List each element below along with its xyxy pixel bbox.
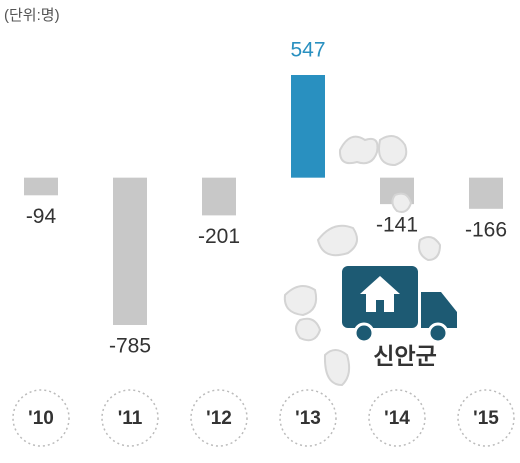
category-circle [368, 389, 426, 447]
x-tick-label: '14 [384, 408, 410, 429]
category-circle [12, 389, 70, 447]
islands [283, 135, 442, 387]
bar [113, 177, 147, 325]
category-circle [457, 389, 515, 447]
annotation: 신안군 [373, 343, 436, 369]
value-label: -785 [109, 335, 151, 358]
bar [291, 75, 325, 178]
value-label: 547 [290, 39, 325, 62]
value-label: -94 [26, 205, 57, 228]
bar [202, 177, 236, 216]
x-tick-label: '11 [118, 408, 143, 429]
value-label: -141 [376, 214, 418, 237]
value-label: -166 [465, 218, 507, 241]
x-tick-label: '12 [206, 408, 232, 429]
x-tick-label: '10 [28, 408, 54, 429]
category-circle [101, 389, 159, 447]
bar [24, 177, 58, 196]
x-tick-label: '13 [295, 408, 321, 429]
truck-icon [342, 266, 457, 344]
bar [469, 177, 503, 209]
unit-label: (단위:명) [4, 7, 60, 24]
category-circle [279, 389, 337, 447]
value-label: -201 [198, 225, 240, 248]
category-circle [190, 389, 248, 447]
x-tick-label: '15 [473, 408, 499, 429]
